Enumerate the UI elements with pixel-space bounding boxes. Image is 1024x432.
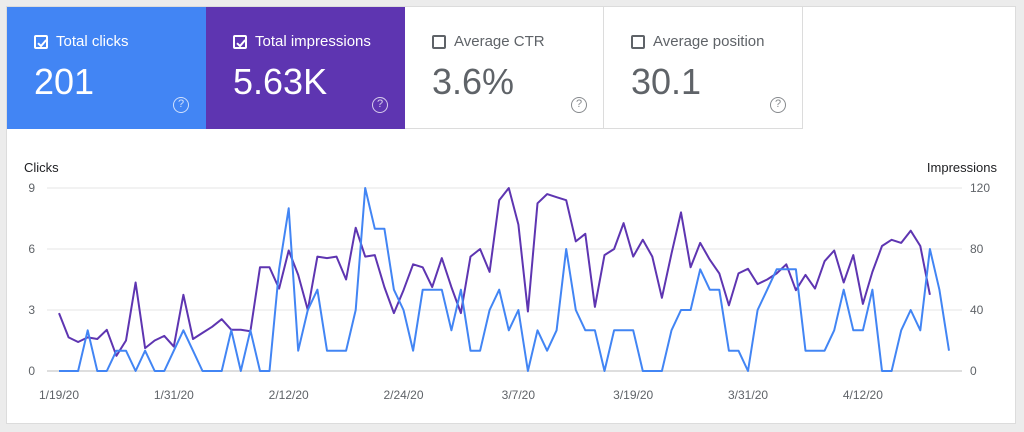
impressions-line[interactable]: [58, 187, 931, 357]
metric-value: 3.6%: [432, 61, 515, 102]
left-tick-label: 0: [28, 364, 35, 378]
x-tick-label: 1/19/20: [39, 388, 79, 402]
right-axis-ticks: 0 40 80 120: [970, 181, 990, 378]
metric-value: 30.1: [631, 61, 702, 102]
x-axis-ticks: 1/19/20 1/31/20 2/12/20 2/24/20 3/7/20 3/19/2…: [39, 388, 883, 402]
x-tick-label: 1/31/20: [154, 388, 194, 402]
right-axis-title: Impressions: [927, 160, 998, 175]
x-tick-label: 4/12/20: [843, 388, 883, 402]
right-tick-label: 0: [970, 364, 977, 378]
metric-card-average-ctr[interactable]: Average CTR 3.6% ?: [405, 7, 604, 129]
help-icon[interactable]: ?: [372, 97, 388, 113]
performance-panel: Total clicks 201 ? Total impressions 5.6…: [6, 6, 1016, 424]
x-tick-label: 3/19/20: [613, 388, 653, 402]
checkbox-unchecked-icon[interactable]: [432, 35, 446, 49]
metric-label: Total clicks: [56, 33, 129, 50]
metric-value: 5.63K: [233, 61, 328, 102]
metric-value: 201: [34, 61, 95, 102]
chart-grid: [47, 187, 962, 372]
metric-label: Average CTR: [454, 33, 545, 50]
right-tick-label: 40: [970, 303, 984, 317]
metric-label: Total impressions: [255, 33, 371, 50]
help-icon[interactable]: ?: [571, 97, 587, 113]
x-tick-label: 3/7/20: [502, 388, 536, 402]
clicks-line[interactable]: [59, 187, 950, 372]
checkbox-checked-icon[interactable]: [34, 35, 48, 49]
metric-card-total-clicks[interactable]: Total clicks 201 ?: [7, 7, 206, 129]
performance-chart[interactable]: Clicks Impressions 0 3 6 9 0 40 80 120 1/19/20…: [7, 155, 1016, 417]
x-tick-label: 3/31/20: [728, 388, 768, 402]
right-tick-label: 80: [970, 242, 984, 256]
metric-label: Average position: [653, 33, 765, 50]
x-tick-label: 2/12/20: [269, 388, 309, 402]
metric-card-average-position[interactable]: Average position 30.1 ?: [604, 7, 803, 129]
checkbox-unchecked-icon[interactable]: [631, 35, 645, 49]
left-tick-label: 6: [28, 242, 35, 256]
help-icon[interactable]: ?: [770, 97, 786, 113]
left-tick-label: 3: [28, 303, 35, 317]
right-tick-label: 120: [970, 181, 990, 195]
metric-cards: Total clicks 201 ? Total impressions 5.6…: [7, 7, 1015, 129]
left-axis-title: Clicks: [24, 160, 59, 175]
checkbox-checked-icon[interactable]: [233, 35, 247, 49]
x-tick-label: 2/24/20: [383, 388, 423, 402]
left-axis-ticks: 0 3 6 9: [28, 181, 35, 378]
metric-card-total-impressions[interactable]: Total impressions 5.63K ?: [206, 7, 405, 129]
help-icon[interactable]: ?: [173, 97, 189, 113]
left-tick-label: 9: [28, 181, 35, 195]
